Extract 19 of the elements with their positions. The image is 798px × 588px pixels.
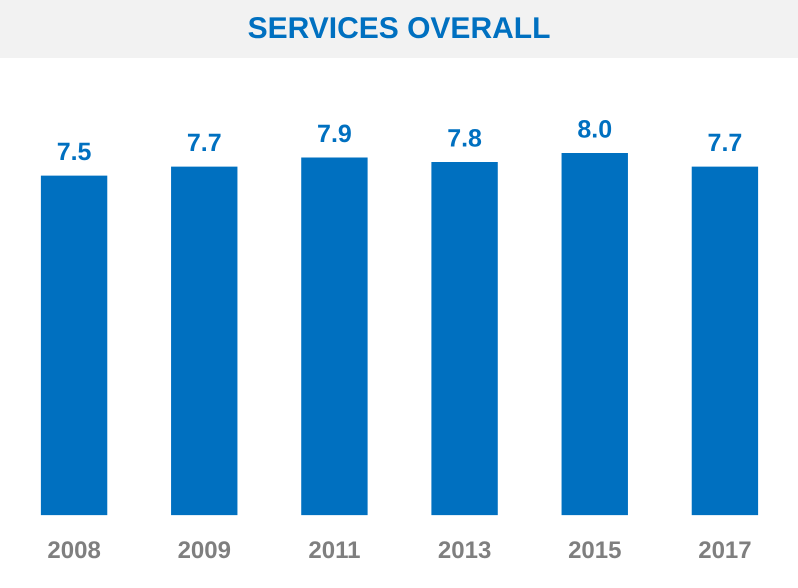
x-tick-label: 2013 [438, 537, 492, 564]
bar [692, 166, 758, 516]
data-label: 7.5 [56, 138, 92, 166]
bar [431, 162, 498, 516]
chart-title: SERVICES OVERALL [0, 0, 798, 58]
x-tick-label: 2017 [698, 537, 752, 564]
bar [40, 176, 108, 516]
bar [171, 166, 238, 516]
x-tick-label: 2011 [308, 537, 360, 564]
data-label: 8.0 [577, 115, 612, 144]
x-tick-label: 2015 [568, 537, 622, 564]
data-label: 7.7 [186, 128, 222, 157]
bar [562, 153, 628, 516]
data-label: 7.8 [447, 124, 482, 152]
x-tick-label: 2008 [47, 537, 101, 564]
data-label: 7.7 [708, 128, 742, 157]
data-label: 7.9 [317, 120, 352, 148]
x-tick-label: 2009 [178, 537, 231, 564]
bar [301, 158, 368, 516]
